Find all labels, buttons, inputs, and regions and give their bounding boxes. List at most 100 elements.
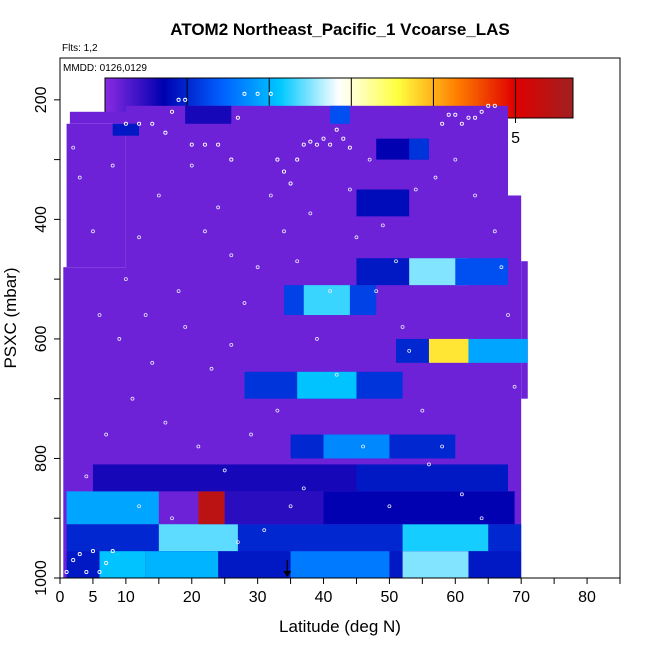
- arrow-head: [283, 571, 292, 577]
- track-point: [97, 569, 102, 575]
- sample-point: [440, 444, 445, 449]
- heatmap-cell: [402, 524, 489, 552]
- sample-point: [492, 229, 497, 234]
- track-point: [202, 142, 207, 147]
- sample-point: [354, 235, 359, 240]
- sample-point: [150, 360, 155, 365]
- heatmap-cell: [92, 464, 357, 492]
- x-tick-label: 5: [88, 589, 97, 606]
- sample-point: [506, 313, 510, 317]
- sample-point: [374, 289, 379, 294]
- sample-point: [459, 492, 464, 497]
- heatmap-cell: [323, 434, 390, 459]
- heatmap-domain: [69, 111, 146, 124]
- y-tick-label: 200: [33, 86, 50, 113]
- sample-point: [288, 504, 293, 509]
- sample-point: [433, 175, 438, 180]
- heatmap-cell: [455, 258, 508, 286]
- sample-point: [110, 163, 115, 168]
- sample-point: [473, 193, 477, 198]
- track-point: [77, 552, 82, 557]
- x-tick-label: 30: [249, 589, 267, 606]
- x-tick-label: 70: [512, 589, 530, 606]
- track-point: [453, 112, 458, 117]
- track-point: [268, 91, 273, 96]
- heatmap-domain: [521, 261, 528, 399]
- x-tick-label: 60: [446, 589, 464, 606]
- heatmap-domain: [66, 123, 126, 268]
- track-point: [216, 142, 221, 147]
- sample-point: [77, 175, 82, 180]
- track-point: [71, 558, 76, 563]
- track-point: [288, 181, 293, 186]
- track-point: [440, 121, 445, 126]
- sample-point: [275, 408, 280, 413]
- track-point: [341, 136, 346, 141]
- track-point: [308, 139, 313, 144]
- track-point: [281, 169, 287, 174]
- heatmap-cell: [428, 338, 469, 363]
- track-point: [150, 121, 155, 126]
- track-point: [328, 142, 333, 147]
- heatmap-cell: [356, 464, 508, 492]
- track-point: [275, 157, 280, 162]
- sample-point: [71, 145, 76, 150]
- track-point: [104, 561, 109, 566]
- sample-point: [282, 229, 286, 234]
- sample-point: [196, 444, 201, 449]
- x-axis-label: Latitude (deg N): [279, 617, 401, 636]
- y-tick-label: 1000: [33, 560, 50, 596]
- sample-point: [163, 420, 168, 425]
- sample-point: [420, 408, 425, 413]
- sample-point: [347, 187, 352, 192]
- sample-point: [499, 265, 504, 270]
- track-point: [492, 103, 497, 108]
- track-point: [229, 157, 234, 162]
- x-axis: 0 5 10 20 30 40 50 60 70 80: [56, 578, 621, 606]
- sample-point: [479, 516, 484, 521]
- track-point: [189, 142, 194, 147]
- sample-point: [394, 259, 398, 264]
- track-point: [183, 97, 188, 102]
- sample-point: [249, 432, 253, 437]
- sample-point: [427, 462, 431, 467]
- sample-point: [315, 337, 319, 341]
- heatmap-cell: [198, 491, 225, 525]
- sample-point: [117, 337, 122, 341]
- heatmap-cell: [224, 491, 324, 525]
- heatmap-cell: [112, 123, 140, 136]
- track-point: [301, 142, 306, 147]
- sample-point: [209, 366, 214, 371]
- y-axis-label: PSXC (mbar): [1, 267, 20, 368]
- heatmap-cell: [323, 491, 515, 525]
- track-point: [446, 112, 451, 117]
- track-point: [334, 127, 339, 132]
- track-point: [123, 121, 128, 126]
- plot-frame: [59, 57, 621, 579]
- flights-label: Flts: 1,2: [62, 43, 98, 54]
- sample-point: [367, 157, 372, 162]
- track-point: [479, 109, 484, 114]
- sample-point: [137, 235, 141, 240]
- sample-point: [216, 205, 221, 210]
- x-tick-label: 40: [315, 589, 333, 606]
- sample-point: [387, 504, 392, 509]
- x-tick-label: 10: [117, 589, 135, 606]
- x-tick-label: 50: [381, 589, 399, 606]
- heatmap-cell: [303, 285, 350, 316]
- sample-points: [71, 145, 517, 545]
- sample-point: [176, 289, 181, 294]
- sample-point: [361, 444, 365, 449]
- track-point: [486, 103, 491, 108]
- track-point: [255, 91, 260, 96]
- heatmap-cell: [409, 138, 429, 160]
- y-tick-label: 800: [33, 445, 50, 472]
- track-point: [235, 115, 240, 120]
- sample-point: [143, 313, 148, 317]
- heatmap-domain: [508, 195, 522, 579]
- sample-point: [130, 396, 135, 401]
- sample-point: [262, 528, 267, 533]
- sample-point: [334, 372, 339, 377]
- sample-point: [295, 259, 300, 264]
